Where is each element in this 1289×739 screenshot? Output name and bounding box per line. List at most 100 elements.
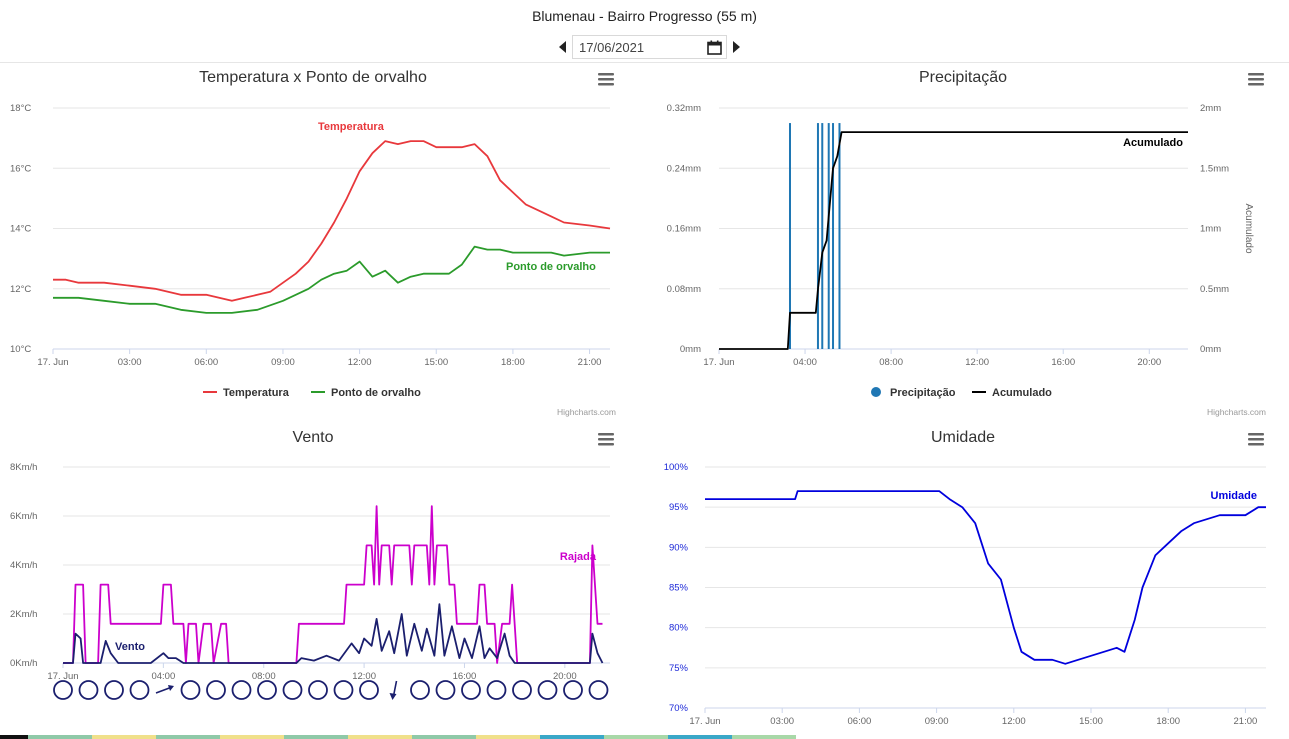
y-tick-label: 0.32mm (667, 103, 701, 114)
x-tick-label: 17. Jun (703, 357, 734, 368)
series-label: Acumulado (1123, 137, 1183, 149)
next-day-button[interactable] (729, 37, 743, 57)
chart-panel-wind: Vento 0Km/h 2Km/h 4Km/h 6Km/h 8Km/h 17. Jun 04:… (0, 422, 628, 735)
strip-segment (412, 735, 476, 739)
wind-calm-marker (104, 680, 124, 700)
legend-item: Acumulado (992, 387, 1052, 399)
chart-panel-temperature: Temperatura x Ponto de orvalho 10°C 12°C 14… (0, 62, 628, 420)
x-tick-label: 17. Jun (47, 671, 78, 682)
wind-calm-marker (129, 680, 150, 700)
series-line-0 (63, 505, 603, 664)
y2-tick-label: 0mm (1200, 344, 1221, 355)
wind-calm-marker (206, 680, 226, 700)
strip-segment (220, 735, 284, 739)
y-tick-label: 75% (669, 663, 689, 674)
date-navigator (556, 34, 743, 60)
series-line-1 (719, 131, 1188, 350)
color-strip (0, 735, 796, 739)
y-tick-label: 0mm (680, 344, 701, 355)
hamburger-menu-icon[interactable] (598, 433, 614, 446)
x-tick-label: 20:00 (1137, 357, 1161, 368)
wind-calm-marker (359, 680, 379, 700)
hamburger-menu-icon[interactable] (1248, 433, 1264, 446)
wind-calm-marker (410, 680, 430, 700)
credits-link[interactable]: Highcharts.com (557, 407, 616, 417)
wind-calm-marker (231, 680, 252, 700)
station-title: Blumenau - Bairro Progresso (55 m) (532, 8, 757, 24)
chart-title: Temperatura x Ponto de orvalho (199, 69, 427, 86)
y-tick-label: 0.08mm (667, 284, 701, 295)
strip-segment (604, 735, 668, 739)
y-tick-label: 85% (669, 583, 689, 594)
x-tick-label: 15:00 (1079, 716, 1103, 727)
y-tick-label: 6Km/h (10, 511, 37, 522)
hamburger-menu-icon[interactable] (598, 73, 614, 86)
hamburger-menu-icon[interactable] (1248, 73, 1264, 86)
wind-calm-marker (180, 680, 201, 700)
x-tick-label: 12:00 (352, 671, 376, 682)
x-tick-label: 08:00 (879, 357, 903, 368)
legend-item: Ponto de orvalho (331, 387, 421, 399)
strip-segment (348, 735, 412, 739)
page-header: Blumenau - Bairro Progresso (55 m) (0, 0, 1289, 63)
x-tick-label: 16:00 (453, 671, 477, 682)
strip-segment (476, 735, 540, 739)
x-tick-label: 04:00 (793, 357, 817, 368)
triangle-right-icon (733, 41, 740, 53)
series-label: Umidade (1211, 490, 1257, 502)
x-tick-label: 12:00 (1002, 716, 1026, 727)
y2-tick-label: 1.5mm (1200, 163, 1229, 174)
credits-link[interactable]: Highcharts.com (1207, 407, 1266, 417)
legend-item: Precipitação (890, 387, 956, 399)
previous-day-button[interactable] (556, 37, 570, 57)
calendar-icon[interactable] (707, 40, 722, 55)
strip-segment (668, 735, 732, 739)
series-line-0 (53, 140, 611, 302)
x-tick-label: 21:00 (1234, 716, 1258, 727)
chart-panel-precipitation: Precipitação 0mm 0.08mm 0.16mm 0.24mm 0.32mm 0… (645, 62, 1273, 420)
wind-calm-marker (308, 680, 328, 700)
chart-title: Vento (293, 429, 334, 446)
x-tick-label: 18:00 (501, 357, 525, 368)
precipitation-bar (832, 123, 835, 349)
temperature-chart: Temperatura x Ponto de orvalho 10°C 12°C 14… (10, 69, 616, 417)
y2-tick-label: 1mm (1200, 224, 1221, 235)
wind-calm-marker (588, 680, 609, 700)
date-input[interactable] (579, 39, 689, 55)
date-field[interactable] (572, 35, 727, 59)
x-tick-label: 21:00 (578, 357, 602, 368)
y-tick-label: 10°C (10, 344, 31, 355)
precipitation-bar (821, 123, 824, 349)
chart-title: Precipitação (919, 69, 1007, 86)
wind-direction-arrow (155, 685, 174, 694)
x-tick-label: 12:00 (965, 357, 989, 368)
y-tick-label: 95% (669, 502, 689, 513)
y2-tick-label: 2mm (1200, 103, 1221, 114)
precipitation-bar (838, 123, 841, 349)
strip-segment (0, 735, 28, 739)
strip-segment (28, 735, 92, 739)
series-label: Vento (115, 641, 145, 653)
x-tick-label: 09:00 (271, 357, 295, 368)
x-tick-label: 06:00 (848, 716, 872, 727)
x-tick-label: 08:00 (252, 671, 276, 682)
series-label: Rajada (560, 551, 597, 563)
wind-calm-marker (486, 680, 507, 700)
legend-symbol (871, 387, 881, 397)
precipitation-bar (827, 123, 830, 349)
x-tick-label: 03:00 (770, 716, 794, 727)
wind-calm-marker (563, 680, 583, 700)
wind-calm-marker (78, 680, 99, 700)
series-line-1 (53, 245, 610, 314)
precipitation-chart: Precipitação 0mm 0.08mm 0.16mm 0.24mm 0.32mm 0… (667, 69, 1266, 417)
y-tick-label: 100% (664, 462, 689, 473)
wind-calm-marker (537, 680, 558, 700)
y-tick-label: 2Km/h (10, 609, 37, 620)
strip-segment (732, 735, 796, 739)
y-tick-label: 16°C (10, 163, 31, 174)
series-line-1 (63, 603, 604, 664)
strip-segment (156, 735, 220, 739)
y2-axis-label: Acumulado (1243, 203, 1254, 253)
precipitation-bar (816, 123, 819, 349)
x-tick-label: 17. Jun (689, 716, 720, 727)
